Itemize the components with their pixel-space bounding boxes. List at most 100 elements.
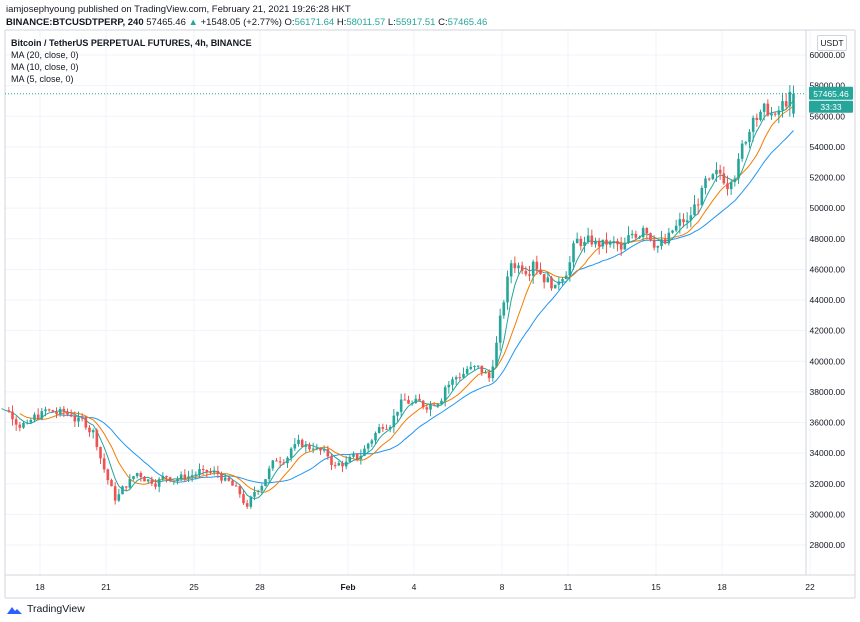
price-tick-label: 40000.00 [810, 356, 846, 366]
time-tick-label: Feb [340, 582, 355, 592]
candle-body [436, 404, 440, 406]
candle-body [513, 263, 517, 269]
candle-down [168, 476, 172, 483]
candle-down [62, 405, 66, 418]
candle-down [99, 446, 102, 464]
candle-body [553, 284, 557, 289]
candle-body [484, 372, 487, 374]
candle-up [568, 256, 572, 282]
last-price-label: 57465.46 [813, 89, 849, 99]
candle-body [458, 377, 462, 379]
candle-up [711, 173, 715, 181]
currency-button[interactable]: USDT [817, 35, 847, 51]
candle-body [132, 476, 135, 480]
candle-down [88, 425, 91, 437]
candle-down [308, 442, 311, 452]
candle-body [293, 444, 297, 449]
chart-legend: Bitcoin / TetherUS PERPETUAL FUTURES, 4h… [11, 37, 252, 85]
candle-body [605, 239, 608, 245]
candle-down [766, 99, 770, 117]
candle-up [700, 185, 704, 206]
candle-body [568, 262, 572, 276]
candle-up [564, 271, 568, 280]
time-tick-label: 8 [500, 582, 505, 592]
candle-body [227, 477, 231, 481]
candle-up [352, 451, 355, 459]
candle-body [685, 220, 689, 223]
candle-up [117, 489, 121, 502]
candle-body [245, 503, 249, 507]
time-tick-label: 25 [189, 582, 199, 592]
candle-body [502, 302, 506, 316]
candle-body [447, 384, 451, 388]
candle-body [704, 178, 707, 188]
candle-up [128, 474, 132, 489]
candle-down [539, 262, 542, 275]
legend-ma5[interactable]: MA (5, close, 0) [11, 74, 74, 84]
candle-body [220, 473, 223, 481]
candle-body [594, 240, 597, 245]
price-tick-label: 42000.00 [810, 326, 846, 336]
open-value: 56171.64 [294, 17, 335, 28]
candle-up [777, 105, 781, 124]
price-axis: 28000.00 30000.00 32000.00 34000.00 36000.00… [810, 50, 846, 550]
candle-up [586, 227, 590, 244]
candle-down [275, 458, 278, 462]
candle-body [352, 453, 355, 457]
candle-body [487, 372, 491, 379]
candle-body [14, 419, 18, 425]
close-label: C: [438, 17, 448, 28]
candle-down [319, 447, 322, 455]
candle-body [748, 131, 751, 143]
candle-up [260, 483, 264, 494]
candle-up [671, 229, 674, 234]
price-tick-label: 52000.00 [810, 173, 846, 183]
candle-body [234, 485, 238, 487]
candle-down [205, 469, 209, 478]
candle-up [40, 407, 44, 421]
candle-body [315, 448, 319, 450]
candle-down [110, 478, 113, 487]
candle-body [99, 447, 102, 459]
candle-body [201, 469, 205, 471]
candle-down [165, 475, 168, 483]
candle-body [667, 232, 671, 244]
candle-up [674, 219, 678, 233]
candle-up [594, 237, 597, 248]
footer: TradingView [6, 601, 85, 617]
candle-up [399, 393, 403, 417]
candle-up [561, 276, 564, 286]
candle-body [128, 479, 132, 488]
candle-up [693, 195, 696, 216]
candle-up [388, 424, 392, 433]
candle-body [165, 476, 168, 478]
candle-up [689, 206, 693, 228]
candle-down [227, 476, 231, 482]
candle-body [143, 476, 146, 482]
candle-body [110, 480, 113, 487]
price-tick-label: 34000.00 [810, 448, 846, 458]
candle-down [80, 413, 84, 422]
candle-down [139, 471, 143, 482]
candle-body [462, 373, 465, 378]
legend-ma10[interactable]: MA (10, close, 0) [11, 62, 79, 72]
candle-body [154, 483, 157, 487]
candle-up [451, 376, 454, 391]
candle-body [190, 475, 194, 477]
candle-down [649, 232, 652, 242]
legend-ma20[interactable]: MA (20, close, 0) [11, 50, 79, 60]
candle-body [36, 414, 40, 419]
candles [7, 85, 795, 509]
time-tick-label: 11 [564, 582, 573, 592]
candle-body [300, 439, 304, 447]
candle-down [550, 275, 553, 291]
candle-body [718, 169, 722, 174]
candle-up [33, 412, 36, 423]
candle-body [18, 424, 22, 428]
candle-body [440, 400, 443, 405]
candle-down [590, 229, 594, 247]
tradingview-logo-icon [7, 606, 22, 614]
price-tick-label: 48000.00 [810, 234, 846, 244]
candle-body [304, 444, 308, 447]
